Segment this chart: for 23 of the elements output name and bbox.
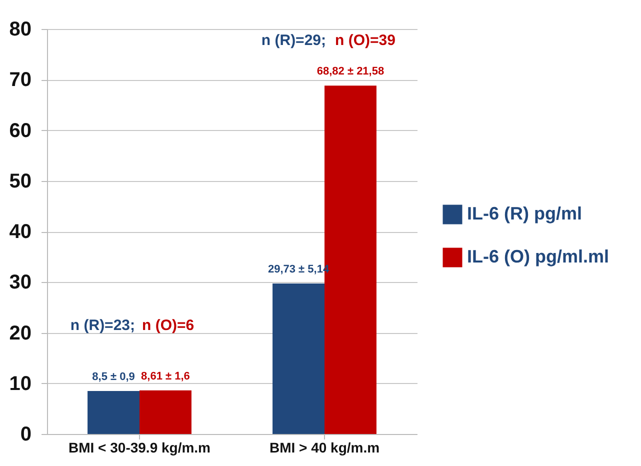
legend-label: IL-6 (O) pg/ml.ml: [467, 246, 609, 266]
data-label: 8,5 ± 0,9: [92, 370, 135, 383]
y-tick-label: 70: [9, 69, 32, 92]
y-tick-label: 60: [9, 120, 32, 142]
data-label: 68,82 ± 21,58: [316, 66, 384, 78]
y-tick-label: 0: [20, 424, 32, 446]
y-tick-label: 80: [9, 18, 32, 40]
data-label: 8,61 ± 1,6: [141, 370, 190, 382]
y-tick-label: 30: [9, 272, 32, 294]
annotation: n (O)=6: [142, 317, 194, 334]
bar: [88, 390, 140, 434]
annotation: n (R)=29;: [261, 32, 326, 49]
y-tick-label: 40: [9, 221, 32, 243]
bar: [140, 390, 192, 434]
annotation: n (R)=23;: [70, 317, 135, 334]
legend-label: IL-6 (R) pg/ml: [467, 204, 582, 224]
annotation: n (O)=39: [335, 32, 396, 49]
bar: [272, 283, 324, 434]
x-tick-label: BMI > 40 kg/m.m: [269, 440, 380, 456]
y-tick-label: 10: [9, 372, 32, 395]
y-tick-label: 50: [9, 170, 32, 192]
y-tick-label: 20: [9, 322, 32, 344]
x-tick-label: BMI < 30-39.9 kg/m.m: [68, 440, 211, 456]
